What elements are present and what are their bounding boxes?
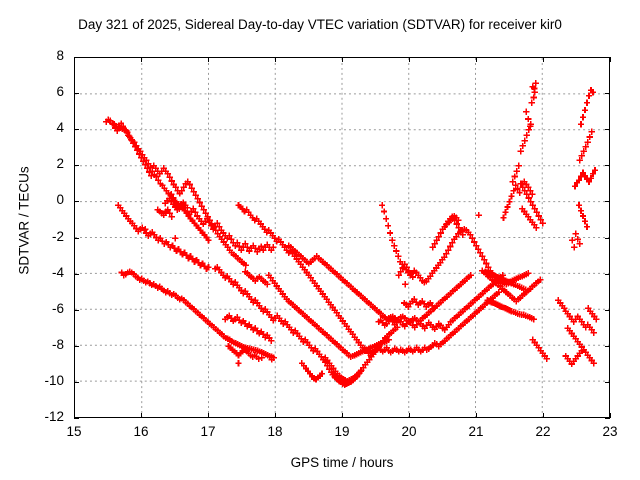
y-tick-label: -10 <box>44 372 64 388</box>
y-tick-label: -6 <box>51 300 64 316</box>
y-tick-mark <box>605 346 610 347</box>
x-axis-label: GPS time / hours <box>290 455 394 470</box>
y-tick-mark <box>74 274 79 275</box>
y-tick-mark <box>74 310 79 311</box>
y-tick-mark <box>74 165 79 166</box>
x-tick-label: 22 <box>535 424 551 439</box>
x-tick-label: 23 <box>602 424 618 439</box>
x-tick-mark <box>141 57 142 62</box>
scatter-points <box>103 79 600 388</box>
x-tick-mark <box>74 413 75 418</box>
x-tick-mark <box>476 57 477 62</box>
x-tick-mark <box>409 413 410 418</box>
y-tick-mark <box>605 238 610 239</box>
y-tick-label: 0 <box>56 192 64 208</box>
x-tick-mark <box>543 57 544 62</box>
y-tick-label: -2 <box>51 228 64 244</box>
y-tick-mark <box>74 238 79 239</box>
x-tick-mark <box>610 57 611 62</box>
x-tick-label: 20 <box>401 424 417 439</box>
x-tick-mark <box>342 57 343 62</box>
y-tick-label: -8 <box>51 336 64 352</box>
plot-area <box>74 57 610 418</box>
y-tick-mark <box>74 418 79 419</box>
y-tick-label: 8 <box>56 48 64 63</box>
y-tick-mark <box>74 346 79 347</box>
y-tick-mark <box>605 274 610 275</box>
y-tick-label: -4 <box>51 264 64 280</box>
x-tick-mark <box>208 413 209 418</box>
x-tick-mark <box>476 413 477 418</box>
y-tick-label: 6 <box>56 84 64 100</box>
y-tick-mark <box>74 382 79 383</box>
x-tick-mark <box>342 413 343 418</box>
x-tick-label: 18 <box>267 424 283 439</box>
x-tick-mark <box>543 413 544 418</box>
y-tick-mark <box>605 201 610 202</box>
x-tick-mark <box>141 413 142 418</box>
x-tick-mark <box>208 57 209 62</box>
x-tick-label: 17 <box>200 424 216 439</box>
y-tick-label: 4 <box>56 120 64 136</box>
y-tick-mark <box>74 201 79 202</box>
x-tick-label: 19 <box>334 424 350 439</box>
y-tick-label: -12 <box>44 409 64 424</box>
y-tick-mark <box>605 310 610 311</box>
y-tick-mark <box>605 165 610 166</box>
x-tick-label: 15 <box>66 424 82 439</box>
y-tick-mark <box>74 93 79 94</box>
y-tick-mark <box>74 57 79 58</box>
y-tick-mark <box>605 418 610 419</box>
x-tick-label: 21 <box>468 424 484 439</box>
y-tick-mark <box>605 57 610 58</box>
y-tick-mark <box>605 93 610 94</box>
y-tick-mark <box>74 129 79 130</box>
x-tick-mark <box>275 57 276 62</box>
x-tick-mark <box>74 57 75 62</box>
x-tick-mark <box>409 57 410 62</box>
x-tick-mark <box>610 413 611 418</box>
y-tick-mark <box>605 129 610 130</box>
x-tick-label: 16 <box>133 424 149 439</box>
y-tick-label: 2 <box>56 156 64 172</box>
x-tick-mark <box>275 413 276 418</box>
chart-title: Day 321 of 2025, Sidereal Day-to-day VTE… <box>78 17 562 32</box>
y-tick-mark <box>605 382 610 383</box>
y-axis-label: SDTVAR / TECUs <box>16 166 32 275</box>
